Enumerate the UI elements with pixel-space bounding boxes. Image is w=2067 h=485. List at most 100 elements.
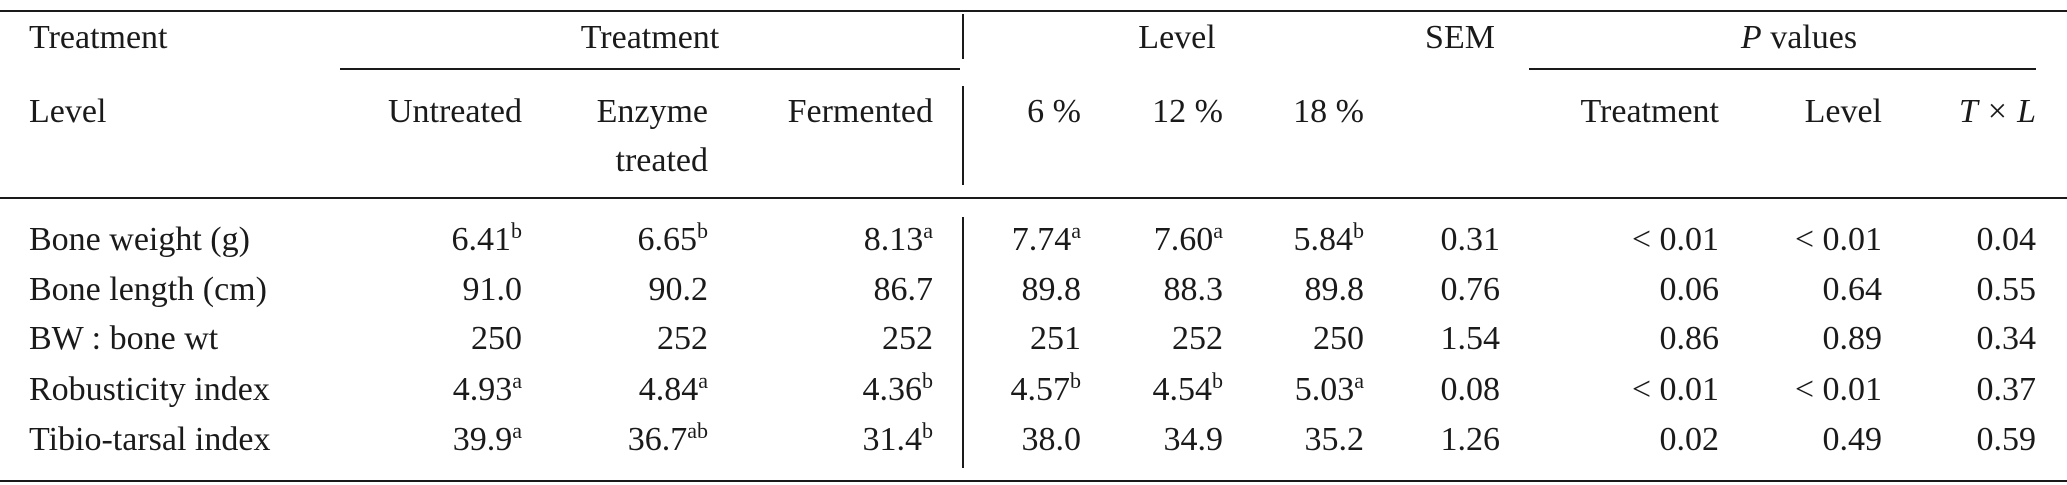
cell: 89.8 — [1022, 271, 1082, 308]
cell: 0.76 — [1441, 271, 1501, 308]
cell: 0.06 — [1660, 271, 1720, 308]
cell-value: 88.3 — [1164, 271, 1224, 308]
cell: 7.74a — [1012, 218, 1082, 258]
cell-value: 4.93 — [453, 371, 513, 408]
group-header: SEM — [1425, 19, 1495, 56]
cell-value: 0.08 — [1441, 371, 1501, 408]
column-header: T × L — [1959, 93, 2036, 130]
column-header: Fermented — [788, 93, 933, 130]
cell-value: 89.8 — [1022, 271, 1082, 308]
superscript: a — [512, 418, 522, 443]
cell-value: < 0.01 — [1795, 221, 1882, 258]
row-label: Bone weight (g) — [29, 221, 250, 258]
cell-value: < 0.01 — [1795, 371, 1882, 408]
cell: 31.4b — [863, 418, 934, 458]
cell-value: 250 — [1313, 320, 1364, 357]
cell-value: 35.2 — [1305, 421, 1365, 458]
cell-value: 36.7 — [628, 421, 688, 458]
cell-value: 0.02 — [1660, 421, 1720, 458]
cell: < 0.01 — [1795, 371, 1882, 408]
cell-value: 250 — [471, 320, 522, 357]
p-symbol: P — [1740, 19, 1762, 56]
cell: 0.02 — [1660, 421, 1720, 458]
cell: 4.57b — [1011, 368, 1082, 408]
cell: 0.89 — [1823, 320, 1883, 357]
cell-value: 0.49 — [1823, 421, 1883, 458]
cell: 1.54 — [1441, 320, 1501, 357]
cell-value: 0.64 — [1823, 271, 1883, 308]
cell-value: 38.0 — [1022, 421, 1082, 458]
superscript: b — [922, 368, 933, 393]
cell-value: 91.0 — [463, 271, 523, 308]
cell: 0.31 — [1441, 221, 1501, 258]
cell-value: 0.06 — [1660, 271, 1720, 308]
column-header: 6 % — [1027, 93, 1081, 130]
cell: 0.55 — [1977, 271, 2037, 308]
superscript: b — [1070, 368, 1081, 393]
column-header: 12 % — [1152, 93, 1223, 130]
cell-value: 39.9 — [453, 421, 513, 458]
superscript: a — [698, 368, 708, 393]
cell: < 0.01 — [1632, 371, 1719, 408]
cell-value: < 0.01 — [1632, 371, 1719, 408]
cell: 8.13a — [864, 218, 934, 258]
cell: 36.7ab — [628, 418, 708, 458]
row-header: Level — [29, 93, 106, 130]
cell: 4.93a — [453, 368, 523, 408]
cell-value: 1.54 — [1441, 320, 1501, 357]
superscript: b — [1212, 368, 1223, 393]
cell-value: 0.86 — [1660, 320, 1720, 357]
cell-value: 252 — [657, 320, 708, 357]
cell: 250 — [1313, 320, 1364, 357]
cell: 252 — [657, 320, 708, 357]
cell: 252 — [882, 320, 933, 357]
column-header: 18 % — [1293, 93, 1364, 130]
cell: 1.26 — [1441, 421, 1501, 458]
cell: 6.65b — [638, 218, 709, 258]
cell: 35.2 — [1305, 421, 1365, 458]
cell-value: 0.89 — [1823, 320, 1883, 357]
cell: 0.49 — [1823, 421, 1883, 458]
cell-value: 0.76 — [1441, 271, 1501, 308]
cell: 38.0 — [1022, 421, 1082, 458]
cell-value: 4.57 — [1011, 371, 1071, 408]
superscript: b — [697, 218, 708, 243]
cell: 0.04 — [1977, 221, 2037, 258]
cell-value: 4.54 — [1153, 371, 1213, 408]
cell-value: 251 — [1030, 320, 1081, 357]
cell: < 0.01 — [1632, 221, 1719, 258]
column-header: treated — [616, 142, 709, 179]
cell: 86.7 — [874, 271, 934, 308]
group-header: Level — [1138, 19, 1215, 56]
cell: 6.41b — [452, 218, 523, 258]
cell-value: 86.7 — [874, 271, 934, 308]
cell: 0.34 — [1977, 320, 2037, 357]
p-word: values — [1770, 19, 1857, 56]
cell-value: 4.84 — [639, 371, 699, 408]
cell-value: 89.8 — [1305, 271, 1365, 308]
cell-value: 0.34 — [1977, 320, 2037, 357]
cell: 34.9 — [1164, 421, 1224, 458]
cell: 5.84b — [1294, 218, 1365, 258]
cell-value: 6.65 — [638, 221, 698, 258]
cell: 39.9a — [453, 418, 523, 458]
row-label: BW : bone wt — [29, 320, 219, 357]
cell-value: 6.41 — [452, 221, 512, 258]
cell: < 0.01 — [1795, 221, 1882, 258]
cell: 0.64 — [1823, 271, 1883, 308]
column-header: Treatment — [1580, 93, 1719, 130]
cell-value: 7.74 — [1012, 221, 1072, 258]
cell: 252 — [1172, 320, 1223, 357]
cell-value: < 0.01 — [1632, 221, 1719, 258]
cell-value: 31.4 — [863, 421, 923, 458]
superscript: b — [511, 218, 522, 243]
cell: 0.08 — [1441, 371, 1501, 408]
row-header: Treatment — [29, 19, 168, 56]
cell: 90.2 — [649, 271, 709, 308]
cell: 4.36b — [863, 368, 934, 408]
superscript: a — [1213, 218, 1223, 243]
cell-value: 34.9 — [1164, 421, 1224, 458]
row-label: Robusticity index — [29, 371, 270, 408]
group-header: Treatment — [581, 19, 720, 56]
